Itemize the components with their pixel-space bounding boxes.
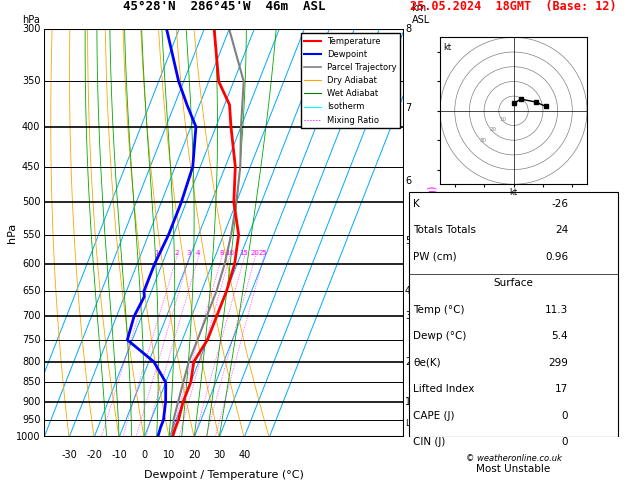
FancyBboxPatch shape bbox=[409, 192, 618, 437]
Text: 4: 4 bbox=[405, 286, 411, 296]
Text: 400: 400 bbox=[22, 122, 40, 132]
Legend: Temperature, Dewpoint, Parcel Trajectory, Dry Adiabat, Wet Adiabat, Isotherm, Mi: Temperature, Dewpoint, Parcel Trajectory… bbox=[301, 34, 400, 128]
Text: Most Unstable: Most Unstable bbox=[476, 464, 550, 474]
Text: 7: 7 bbox=[405, 103, 411, 113]
Text: 300: 300 bbox=[22, 24, 40, 34]
Text: 0.96: 0.96 bbox=[545, 252, 568, 261]
Text: 8: 8 bbox=[219, 250, 224, 257]
Text: θe(K): θe(K) bbox=[413, 358, 441, 368]
Text: 3: 3 bbox=[187, 250, 191, 257]
Text: 850: 850 bbox=[22, 377, 40, 387]
Text: 5.4: 5.4 bbox=[552, 331, 568, 341]
Text: 10: 10 bbox=[499, 117, 507, 122]
Text: 2: 2 bbox=[405, 357, 411, 367]
Text: hPa: hPa bbox=[23, 15, 40, 25]
Text: 6: 6 bbox=[405, 176, 411, 187]
Text: 900: 900 bbox=[22, 397, 40, 407]
Text: 1000: 1000 bbox=[16, 433, 40, 442]
Text: 11.3: 11.3 bbox=[545, 305, 568, 315]
Text: Mixing Ratio  (g/kg): Mixing Ratio (g/kg) bbox=[428, 186, 438, 281]
Text: 30: 30 bbox=[479, 138, 486, 143]
Text: 30: 30 bbox=[213, 450, 225, 460]
Text: 0: 0 bbox=[562, 411, 568, 421]
Text: 25.05.2024  18GMT  (Base: 12): 25.05.2024 18GMT (Base: 12) bbox=[410, 0, 617, 13]
Text: 0: 0 bbox=[141, 450, 147, 460]
Text: -30: -30 bbox=[61, 450, 77, 460]
Text: 950: 950 bbox=[22, 415, 40, 425]
Text: 800: 800 bbox=[22, 357, 40, 367]
Text: 450: 450 bbox=[22, 162, 40, 172]
Text: Totals Totals: Totals Totals bbox=[413, 225, 476, 235]
Text: 17: 17 bbox=[555, 384, 568, 394]
Text: CIN (J): CIN (J) bbox=[413, 437, 445, 448]
X-axis label: kt: kt bbox=[509, 189, 518, 197]
Text: 2: 2 bbox=[174, 250, 179, 257]
Text: 3: 3 bbox=[405, 312, 411, 321]
Text: -20: -20 bbox=[86, 450, 102, 460]
Text: 20: 20 bbox=[489, 127, 496, 132]
Text: 15: 15 bbox=[240, 250, 248, 257]
Text: LCL: LCL bbox=[405, 419, 420, 428]
Text: km
ASL: km ASL bbox=[411, 3, 430, 25]
Text: Temp (°C): Temp (°C) bbox=[413, 305, 465, 315]
Text: 10: 10 bbox=[225, 250, 234, 257]
Text: -26: -26 bbox=[551, 199, 568, 208]
Text: 0: 0 bbox=[562, 437, 568, 448]
Text: 25: 25 bbox=[259, 250, 268, 257]
Text: 20: 20 bbox=[250, 250, 259, 257]
Text: K: K bbox=[413, 199, 420, 208]
Text: 5: 5 bbox=[405, 236, 411, 246]
Text: 4: 4 bbox=[196, 250, 200, 257]
Text: 45°28'N  286°45'W  46m  ASL: 45°28'N 286°45'W 46m ASL bbox=[123, 0, 325, 13]
Text: 1: 1 bbox=[405, 397, 411, 407]
Text: Surface: Surface bbox=[494, 278, 533, 288]
Text: 600: 600 bbox=[22, 259, 40, 269]
Text: Dewpoint / Temperature (°C): Dewpoint / Temperature (°C) bbox=[144, 470, 304, 480]
Text: 40: 40 bbox=[238, 450, 250, 460]
Text: 299: 299 bbox=[548, 358, 568, 368]
Text: Dewp (°C): Dewp (°C) bbox=[413, 331, 467, 341]
Text: 550: 550 bbox=[22, 230, 40, 240]
Text: 350: 350 bbox=[22, 76, 40, 87]
Text: 1: 1 bbox=[154, 250, 159, 257]
Text: 10: 10 bbox=[163, 450, 175, 460]
Text: 750: 750 bbox=[22, 335, 40, 345]
Text: 8: 8 bbox=[405, 24, 411, 34]
Text: kt: kt bbox=[443, 43, 451, 52]
Text: Lifted Index: Lifted Index bbox=[413, 384, 474, 394]
Text: CAPE (J): CAPE (J) bbox=[413, 411, 455, 421]
Text: 500: 500 bbox=[22, 197, 40, 208]
Text: hPa: hPa bbox=[6, 223, 16, 243]
Text: -10: -10 bbox=[111, 450, 127, 460]
Text: 24: 24 bbox=[555, 225, 568, 235]
Text: 700: 700 bbox=[22, 312, 40, 321]
Text: 20: 20 bbox=[188, 450, 201, 460]
Text: © weatheronline.co.uk: © weatheronline.co.uk bbox=[465, 454, 562, 463]
Text: PW (cm): PW (cm) bbox=[413, 252, 457, 261]
Text: 650: 650 bbox=[22, 286, 40, 296]
